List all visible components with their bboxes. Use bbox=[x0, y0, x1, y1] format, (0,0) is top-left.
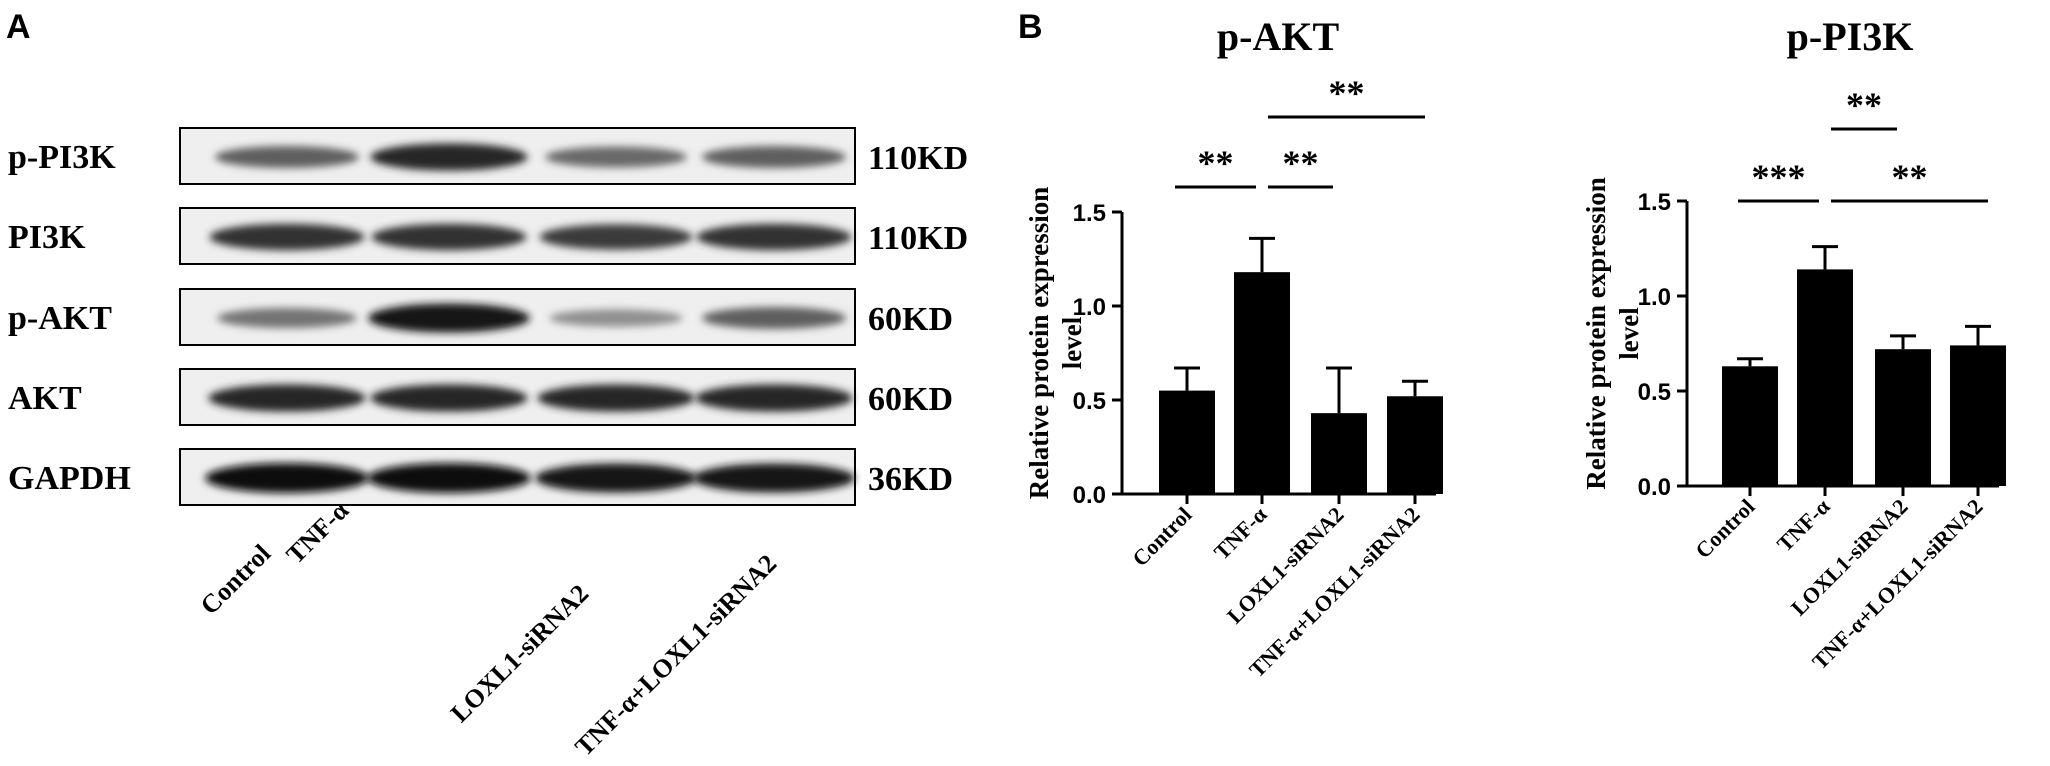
blot-band bbox=[545, 146, 687, 168]
chart-title: p-PI3K bbox=[1787, 14, 1914, 59]
blot-band bbox=[214, 146, 360, 168]
lane-label-tnf: TNF-α bbox=[281, 495, 355, 569]
blot-band bbox=[701, 307, 847, 329]
y-tick-label: 1.5 bbox=[1073, 200, 1106, 227]
y-axis-label: Relative protein expression level bbox=[1581, 177, 1644, 489]
molecular-weight-label: 36KD bbox=[868, 461, 953, 498]
western-blot-panel: p-PI3K 110KD PI3K 110KD p-AKT 60KD AKT 60KD GAPD… bbox=[8, 127, 968, 762]
blot-band bbox=[539, 224, 693, 250]
y-axis-label-line: Relative protein expression bbox=[1024, 187, 1054, 499]
y-tick-label: 0.0 bbox=[1073, 482, 1106, 509]
chart-title: p-AKT bbox=[1217, 14, 1340, 59]
y-tick-label: 1.5 bbox=[1638, 189, 1671, 216]
bar-tnf-loxl1-sirna2 bbox=[1950, 345, 2006, 486]
x-tick-label-tnf: TNF-α bbox=[1772, 493, 1835, 556]
protein-label: GAPDH bbox=[8, 460, 131, 497]
bar-tnf bbox=[1797, 269, 1853, 486]
y-tick-label: 0.5 bbox=[1073, 388, 1106, 415]
lane-label-loxl1-sirna2: LOXL1-siRNA2 bbox=[445, 579, 594, 728]
y-axis-label-line: level bbox=[1614, 307, 1644, 360]
blot-band bbox=[370, 384, 528, 412]
lane-label-tnf-loxl1-sirna2: TNF-α+LOXL1-siRNA2 bbox=[569, 549, 782, 762]
significance-marker: ** bbox=[1846, 85, 1882, 125]
significance-marker: *** bbox=[1752, 157, 1806, 197]
blot-band bbox=[367, 463, 531, 493]
y-axis-label: Relative protein expression level bbox=[1024, 187, 1087, 499]
panel-label-a: A bbox=[6, 8, 31, 46]
bar-tnf bbox=[1234, 272, 1290, 494]
blot-row-p-pi3k: p-PI3K 110KD bbox=[8, 127, 968, 185]
protein-label: AKT bbox=[8, 380, 82, 417]
bar-control bbox=[1722, 366, 1778, 486]
significance-marker: ** bbox=[1283, 143, 1319, 183]
bar-control bbox=[1159, 390, 1215, 494]
y-tick-label: 1.0 bbox=[1638, 284, 1671, 311]
blot-band bbox=[537, 384, 695, 412]
significance-marker: ** bbox=[1892, 157, 1928, 197]
x-tick-label-control: Control bbox=[1690, 494, 1759, 563]
blot-band bbox=[368, 303, 530, 333]
blot-row-gapdh: GAPDH 36KD bbox=[8, 448, 953, 506]
molecular-weight-label: 60KD bbox=[868, 301, 953, 338]
blot-band bbox=[205, 463, 369, 493]
bar-loxl1-sirna2 bbox=[1311, 413, 1367, 494]
y-tick-label: 0.5 bbox=[1638, 379, 1671, 406]
y-axis-label-line: level bbox=[1057, 316, 1087, 369]
blot-band bbox=[701, 146, 847, 168]
blot-band bbox=[695, 384, 853, 412]
significance-marker: ** bbox=[1198, 143, 1234, 183]
blot-band bbox=[209, 223, 365, 251]
blot-band bbox=[208, 384, 366, 412]
blot-row-pi3k: PI3K 110KD bbox=[8, 207, 968, 265]
x-tick-label-control: Control bbox=[1127, 502, 1196, 571]
blot-band bbox=[370, 143, 528, 171]
y-tick-label: 1.0 bbox=[1073, 294, 1106, 321]
blot-band bbox=[217, 307, 357, 329]
bar-loxl1-sirna2 bbox=[1875, 349, 1931, 486]
blot-band bbox=[535, 463, 697, 493]
protein-label: p-PI3K bbox=[8, 139, 116, 176]
y-tick-label: 0.0 bbox=[1638, 474, 1671, 501]
x-tick-label-tnf: TNF-α bbox=[1209, 501, 1272, 564]
blot-band bbox=[371, 223, 527, 251]
y-axis-label-line: Relative protein expression bbox=[1581, 177, 1611, 489]
bar-tnf-loxl1-sirna2 bbox=[1387, 396, 1443, 494]
protein-label: PI3K bbox=[8, 219, 86, 256]
protein-label: p-AKT bbox=[8, 300, 112, 337]
molecular-weight-label: 110KD bbox=[868, 140, 968, 177]
molecular-weight-label: 60KD bbox=[868, 381, 953, 418]
molecular-weight-label: 110KD bbox=[868, 220, 968, 257]
blot-row-p-akt: p-AKT 60KD bbox=[8, 288, 953, 346]
blot-band bbox=[549, 309, 683, 327]
blot-band bbox=[696, 223, 852, 251]
blot-band bbox=[693, 463, 855, 493]
panel-label-b: B bbox=[1018, 8, 1043, 46]
lane-label-control: Control bbox=[195, 539, 276, 620]
blot-row-akt: AKT 60KD bbox=[8, 368, 953, 426]
significance-marker: ** bbox=[1329, 73, 1365, 113]
